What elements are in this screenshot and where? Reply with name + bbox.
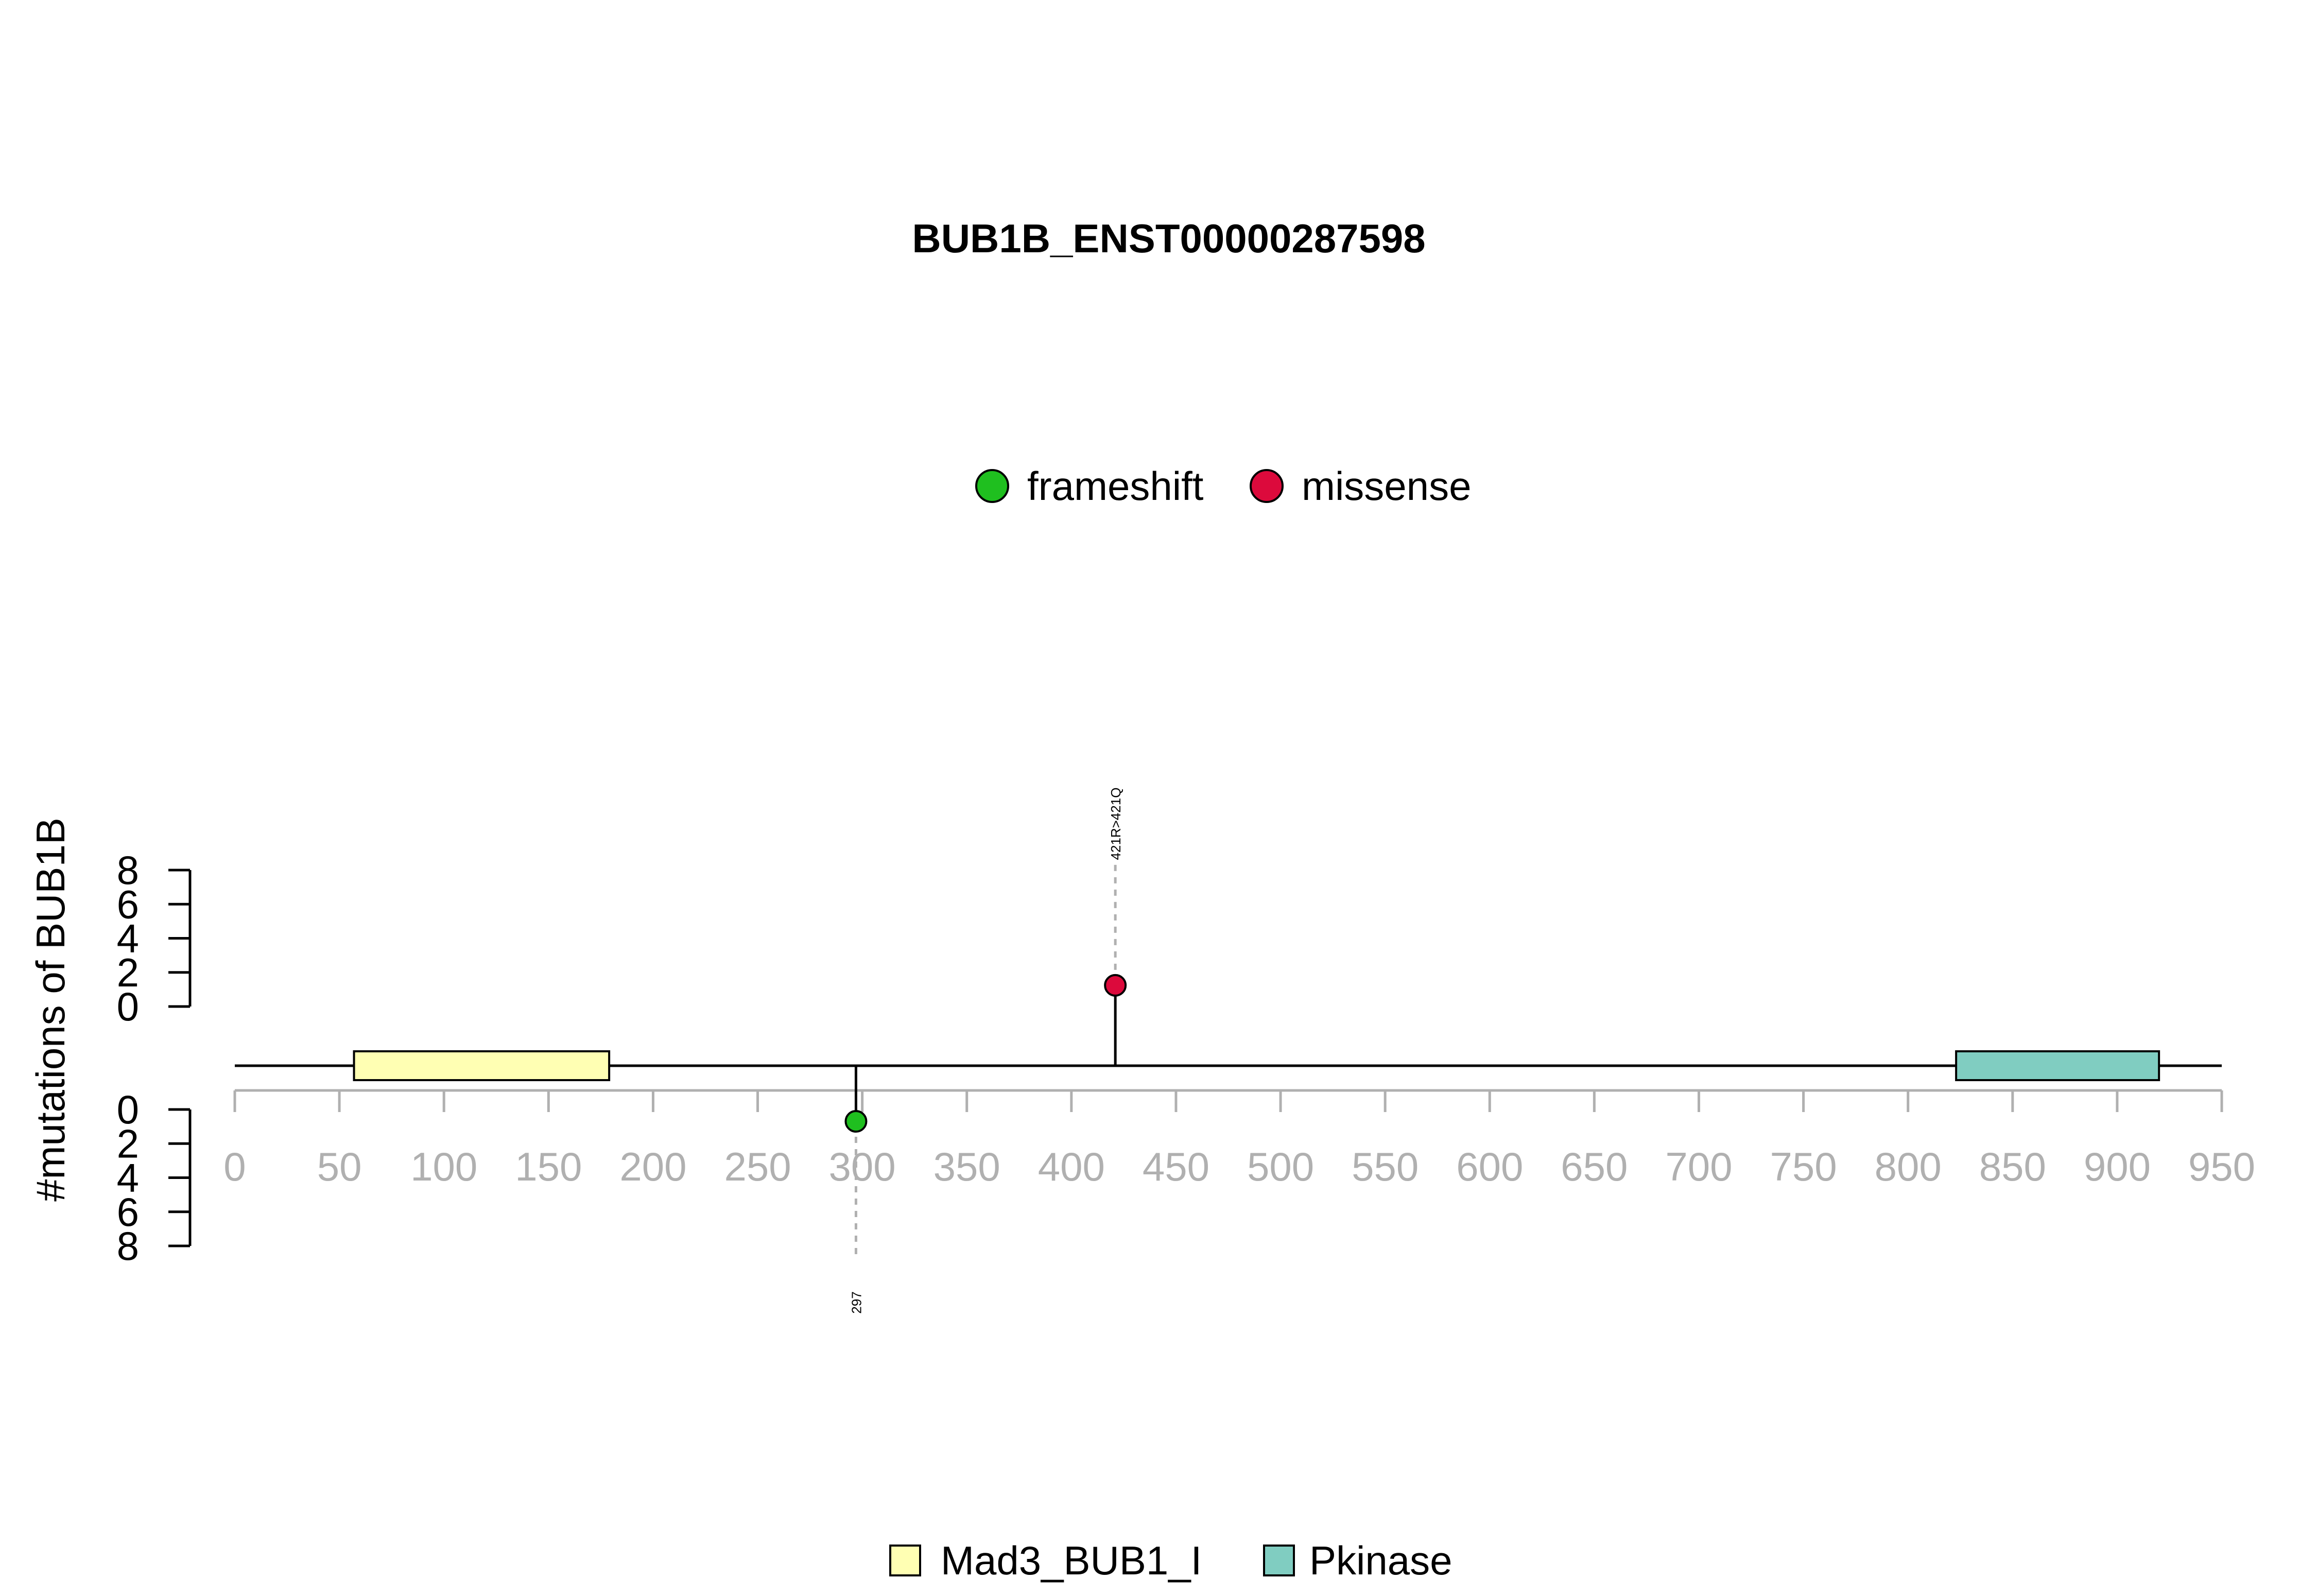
x-tick-label: 500: [1247, 1144, 1314, 1189]
x-tick-label: 900: [2084, 1144, 2151, 1189]
x-tick-label: 850: [1979, 1144, 2046, 1189]
x-tick-label: 700: [1665, 1144, 1732, 1189]
legend-Pkinase-swatch: [1263, 1545, 1295, 1576]
y-top-tick-label: 2: [117, 950, 139, 995]
legend-Pkinase-label: Pkinase: [1309, 1538, 1453, 1583]
x-tick-label: 550: [1352, 1144, 1419, 1189]
x-tick-label: 600: [1456, 1144, 1523, 1189]
x-tick-label: 250: [724, 1144, 791, 1189]
legend-frameshift-marker: [975, 469, 1009, 503]
y-top-tick-label: 4: [117, 916, 139, 961]
y-bottom-tick-label: 2: [117, 1121, 139, 1166]
x-tick-label: 950: [2188, 1144, 2255, 1189]
legend-Mad3_BUB1_I-label: Mad3_BUB1_I: [941, 1538, 1202, 1583]
x-tick-label: 350: [933, 1144, 1000, 1189]
mutation-label: 421R>421Q: [1108, 788, 1123, 860]
x-tick-label: 0: [223, 1144, 246, 1189]
lollipop-head-frameshift: [844, 1110, 868, 1133]
x-tick-label: 650: [1561, 1144, 1628, 1189]
protein-domains: [353, 1050, 2160, 1081]
x-axis: 0 50 100 150 200 250 300 350 400 450 500 550 600 650 7…: [223, 1089, 2255, 1189]
x-tick-label: 800: [1875, 1144, 1942, 1189]
x-tick-label: 100: [410, 1144, 477, 1189]
y-bottom-tick-label: 8: [117, 1223, 139, 1269]
chart-title: BUB1B_ENST00000287598: [912, 216, 1425, 261]
legend-missense-marker: [1250, 469, 1284, 503]
domain-Pkinase: [1955, 1050, 2160, 1081]
y-bottom-tick-label: 4: [117, 1155, 139, 1201]
domain-Mad3_BUB1_I: [353, 1050, 611, 1081]
mutation-lollipops: 421R>421Q 297: [844, 788, 1127, 1314]
lollipop-head-missense: [1104, 974, 1127, 997]
x-tick-label: 50: [317, 1144, 362, 1189]
domain-legend: Mad3_BUB1_I Pkinase: [889, 1538, 1453, 1583]
legend-Mad3_BUB1_I-swatch: [889, 1545, 921, 1576]
y-axis-label: #mutations of BUB1B: [28, 818, 73, 1202]
mutation-legend: frameshift missense: [975, 463, 1471, 509]
mutation-label: 297: [849, 1291, 864, 1313]
legend-frameshift-label: frameshift: [1027, 463, 1204, 509]
x-tick-label: 400: [1038, 1144, 1105, 1189]
x-tick-label: 450: [1143, 1144, 1209, 1189]
x-tick-label: 200: [619, 1144, 686, 1189]
y-bottom-tick-label: 6: [117, 1189, 139, 1235]
y-top-tick-label: 6: [117, 881, 139, 927]
y-top-tick-label: 8: [117, 847, 139, 893]
y-top-tick-label: 0: [117, 984, 139, 1029]
x-tick-label: 150: [515, 1144, 582, 1189]
legend-missense-label: missense: [1302, 463, 1471, 509]
y-bottom-tick-label: 0: [117, 1087, 139, 1132]
x-tick-label: 300: [829, 1144, 896, 1189]
x-tick-label: 750: [1770, 1144, 1837, 1189]
